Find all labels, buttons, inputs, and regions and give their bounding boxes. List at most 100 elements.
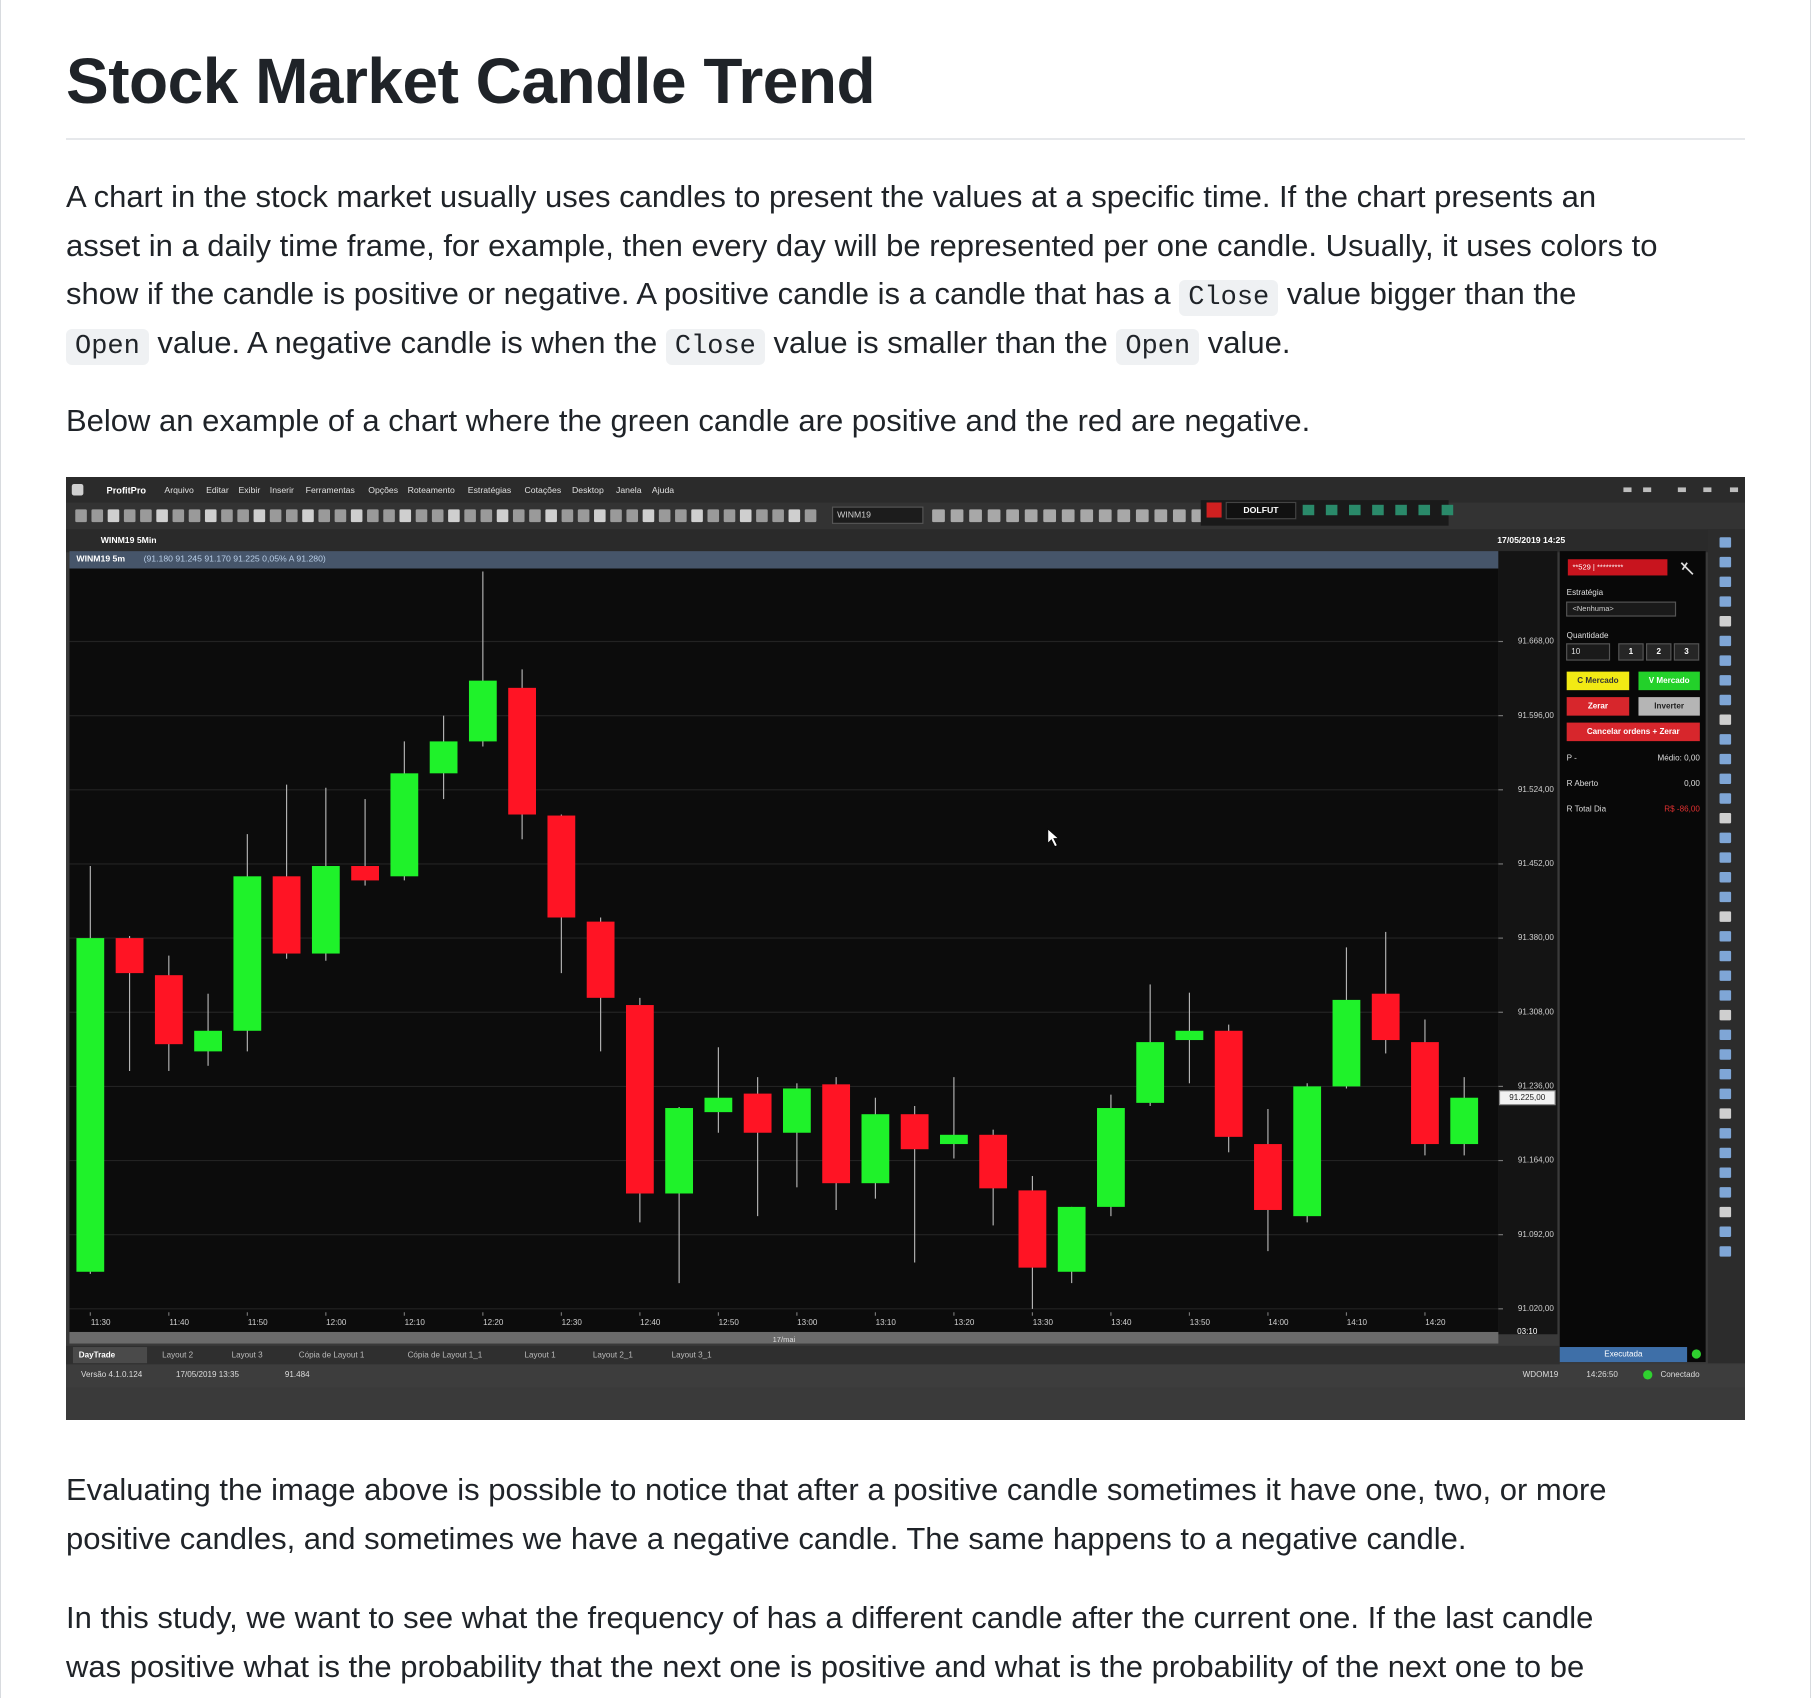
tool-icon (1719, 714, 1732, 725)
toolbar-icon (545, 509, 557, 523)
ticker-button (1225, 501, 1297, 520)
candle-body (76, 938, 105, 1272)
panel-button-label: Zerar (1588, 702, 1609, 711)
status-text: Versão 4.1.0.124 (81, 1370, 143, 1379)
text-run: Evaluating the image above is possible t… (66, 1472, 1607, 1507)
inline-code: Open (1116, 328, 1200, 365)
text-run: asset in a daily time frame, for example… (66, 227, 1658, 263)
status-text: 14:26:50 (1586, 1370, 1618, 1379)
tool-icon (1719, 1167, 1732, 1178)
ui-label: R Aberto (1567, 779, 1599, 788)
text-line: Below an example of a chart where the gr… (66, 397, 1745, 446)
toolbar-icon (1061, 509, 1075, 523)
candle-body (547, 815, 576, 918)
layout-tab: Layout 3_1 (672, 1350, 713, 1359)
menu-bar (66, 477, 1745, 503)
x-tick-label: 14:00 (1268, 1318, 1289, 1327)
x-tick-label: 11:50 (248, 1318, 268, 1327)
candle-body (1371, 993, 1400, 1041)
panel-button (1566, 697, 1630, 716)
candle-body (1293, 1086, 1322, 1217)
ui-label: DOLFUT (1243, 505, 1279, 515)
x-tick-label: 13:40 (1111, 1318, 1132, 1327)
tool-icon (1719, 694, 1732, 706)
candle-body (508, 687, 537, 815)
toolbar-icon (204, 509, 217, 523)
menu-item: Arquivo (164, 485, 194, 495)
tool-icon (1719, 1108, 1732, 1119)
player-icon (1348, 504, 1361, 516)
toolbar-icon (1006, 509, 1019, 523)
tab-bar (66, 529, 1745, 553)
tool-icon (1719, 576, 1732, 588)
panel-button (1566, 722, 1700, 742)
layout-tab: Cópia de Layout 1_1 (408, 1350, 483, 1359)
y-tick-label: 91.236,00 (1518, 1082, 1554, 1091)
app-logo (71, 483, 84, 496)
tool-icon (1719, 1088, 1732, 1100)
quantity-button-label: 2 (1656, 647, 1661, 656)
toolbar-icon (739, 509, 752, 523)
layout-tabs-bg (66, 1345, 1560, 1365)
toolbar-icon (269, 509, 282, 523)
x-tick-label: 11:30 (91, 1318, 111, 1327)
tool-icon (1719, 773, 1732, 784)
paragraph: Evaluating the image above is possible t… (66, 1466, 1745, 1563)
candle-body (1057, 1206, 1086, 1272)
x-tick-label: 13:20 (954, 1318, 975, 1327)
toolbar-icon (950, 509, 964, 523)
text-run: show if the candle is positive or negati… (66, 276, 1180, 312)
toolbar-icon (253, 509, 266, 523)
tool-icon (1719, 537, 1732, 548)
status-text: 17/05/2019 13:35 (176, 1370, 239, 1379)
tool-icon (1719, 950, 1732, 962)
x-tick-label: 13:00 (797, 1318, 818, 1327)
connection-dot (1643, 1370, 1653, 1380)
tool-icon (1719, 1147, 1732, 1159)
paragraph: Below an example of a chart where the gr… (66, 397, 1745, 446)
toolbar-icon (512, 509, 525, 523)
drawing-tools (1707, 529, 1745, 1364)
text-line: asset in a daily time frame, for example… (66, 222, 1745, 271)
layout-tab: Layout 2_1 (593, 1350, 634, 1359)
tool-icon (1719, 1049, 1732, 1060)
x-tick-label: 12:10 (405, 1318, 426, 1327)
symbol-box (831, 506, 924, 524)
text-line: positive candles, and sometimes we have … (66, 1515, 1745, 1564)
candle-body (429, 741, 458, 774)
toolbar-icon (464, 509, 476, 523)
toolbar-icon (932, 509, 945, 523)
tool-icon (1719, 1009, 1732, 1021)
price-axis-bg (1498, 551, 1558, 1335)
toolbar-icon (658, 509, 671, 523)
ui-label: R$ -86,00 (1664, 805, 1700, 814)
status-text: WDOM19 (1523, 1370, 1559, 1379)
window-control (1643, 487, 1652, 493)
toolbar-icon (1154, 509, 1168, 523)
toolbar-icon (642, 509, 655, 523)
y-tick-label: 91.308,00 (1518, 1007, 1554, 1016)
status-dot (1691, 1349, 1701, 1359)
tool-icon (1719, 596, 1732, 607)
text-line: In this study, we want to see what the f… (66, 1594, 1745, 1643)
layout-tab: Cópia de Layout 1 (299, 1350, 365, 1359)
text-line: was positive what is the probability tha… (66, 1643, 1745, 1692)
y-tick-label: 91.524,00 (1518, 785, 1554, 794)
tool-icon (1719, 675, 1732, 686)
candle-body (1214, 1030, 1243, 1137)
window-control (1703, 487, 1712, 493)
last-price-box (1498, 1090, 1556, 1106)
player-icon (1302, 504, 1315, 516)
scrollbar (69, 1331, 1499, 1344)
menu-item: Desktop (572, 485, 604, 495)
toolbar-icon (172, 509, 185, 523)
tool-icon (1719, 1068, 1732, 1080)
text-line: Evaluating the image above is possible t… (66, 1466, 1745, 1515)
toolbar-icon (969, 509, 982, 523)
text-run: was positive what is the probability tha… (66, 1648, 1585, 1684)
toolbar-icon (675, 509, 687, 523)
candle-body (1450, 1097, 1479, 1145)
candle-body (782, 1088, 811, 1133)
account-field (1567, 559, 1668, 576)
quantity-button (1645, 643, 1672, 661)
